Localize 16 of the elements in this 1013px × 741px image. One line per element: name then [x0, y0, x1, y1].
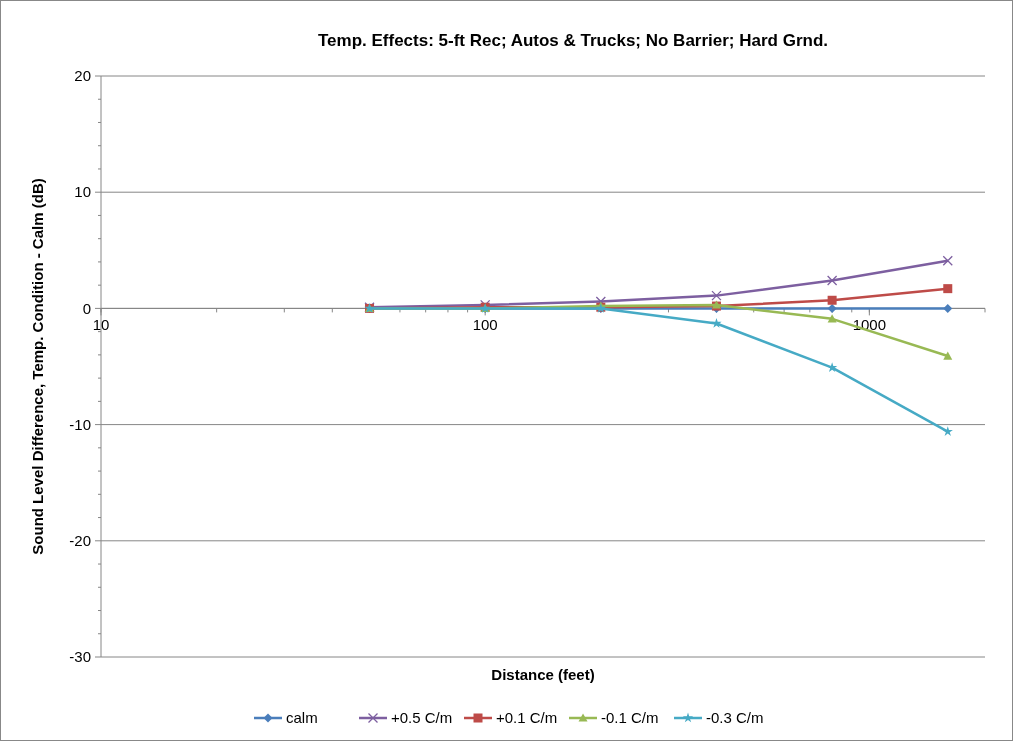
y-tick-label: 0 — [82, 299, 91, 317]
chart-title: Temp. Effects: 5-ft Rec; Autos & Trucks; No Barrier; Hard Grnd. — [317, 31, 829, 50]
y-axis-title: Sound Level Difference, Temp. Condition - Calm (dB) — [29, 178, 46, 555]
y-tick-label: -20 — [69, 532, 91, 550]
legend-label: +0.1 C/m — [496, 709, 558, 727]
x-tick-label: 100 — [472, 316, 498, 334]
x-tick-label: 10 — [92, 316, 110, 334]
legend-label: calm — [286, 709, 318, 727]
legend-label: -0.1 C/m — [601, 709, 659, 727]
legend-label: +0.5 C/m — [391, 709, 453, 727]
y-tick-label: 20 — [74, 67, 91, 85]
legend-label: -0.3 C/m — [706, 709, 764, 727]
x-axis-title: Distance (feet) — [491, 666, 595, 683]
y-tick-label: 10 — [74, 183, 91, 201]
y-tick-label: -10 — [69, 415, 91, 433]
y-tick-label: -30 — [69, 648, 91, 666]
